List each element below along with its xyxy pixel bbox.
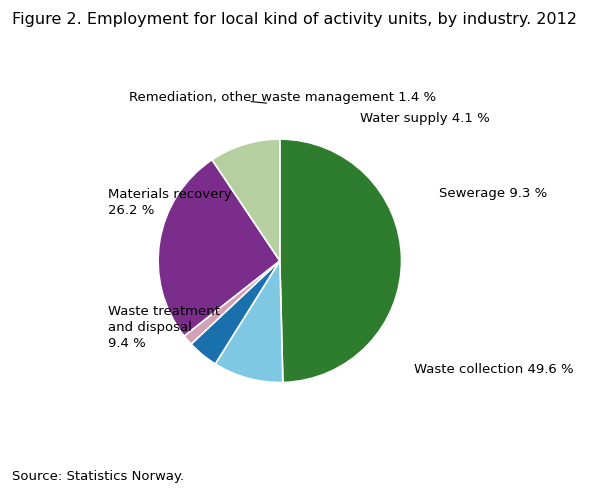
Text: Water supply 4.1 %: Water supply 4.1 % bbox=[359, 112, 489, 124]
Text: Source: Statistics Norway.: Source: Statistics Norway. bbox=[12, 470, 184, 483]
Text: Remediation, other waste management 1.4 %: Remediation, other waste management 1.4 … bbox=[129, 91, 436, 103]
Text: Figure 2. Employment for local kind of activity units, by industry. 2012: Figure 2. Employment for local kind of a… bbox=[12, 12, 577, 27]
Text: Materials recovery
26.2 %: Materials recovery 26.2 % bbox=[108, 187, 232, 217]
Text: Waste treatment
and disposal
9.4 %: Waste treatment and disposal 9.4 % bbox=[108, 305, 220, 350]
Wedge shape bbox=[215, 261, 283, 383]
Text: Waste collection 49.6 %: Waste collection 49.6 % bbox=[414, 364, 574, 376]
Wedge shape bbox=[280, 139, 401, 383]
Wedge shape bbox=[212, 139, 280, 261]
Text: Sewerage 9.3 %: Sewerage 9.3 % bbox=[439, 187, 548, 200]
Wedge shape bbox=[191, 261, 280, 364]
Wedge shape bbox=[184, 261, 280, 344]
Wedge shape bbox=[158, 160, 280, 336]
